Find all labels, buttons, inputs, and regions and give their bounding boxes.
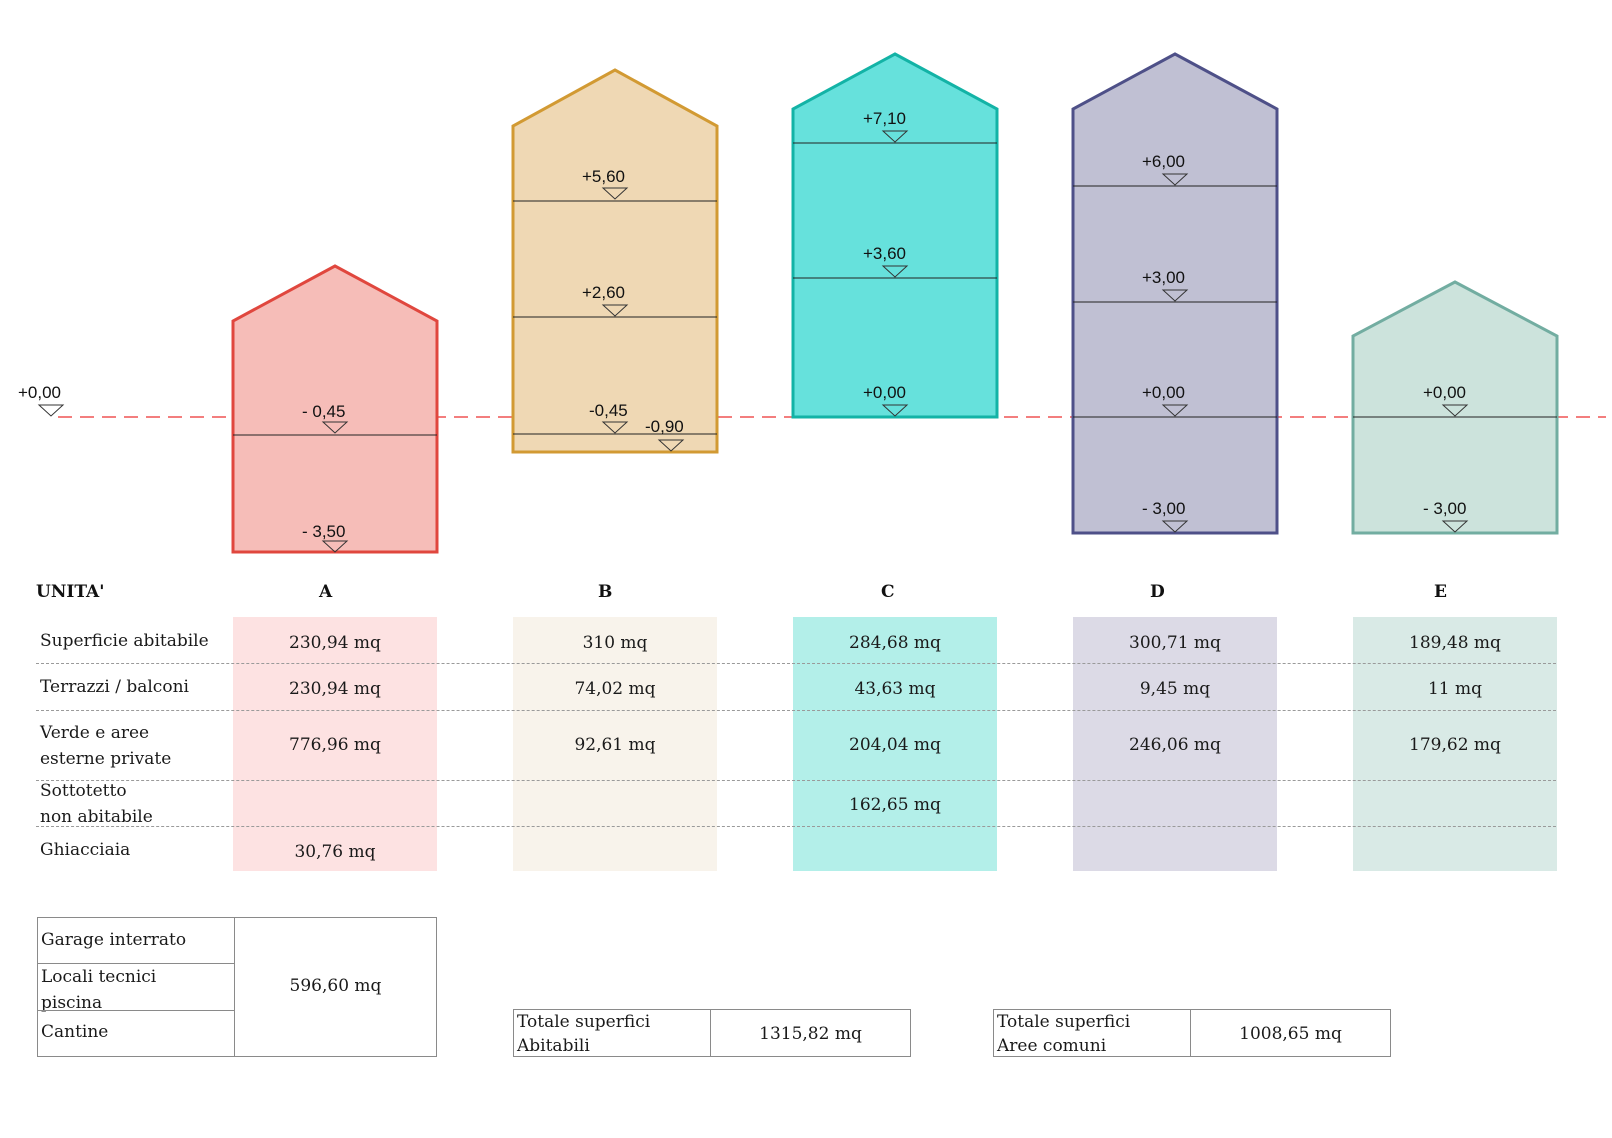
cell-terrazzi-e: 11 mq [1427, 679, 1483, 699]
column-bg-a [233, 617, 437, 871]
unit-e-shape [1351, 280, 1559, 535]
common-areas-table: Garage interrato Locali tecnici piscina … [37, 917, 437, 1057]
total-abitabili-label: Totale superfici Abitabili [517, 1012, 651, 1056]
unit-b-shape [511, 68, 719, 454]
total-comuni-label: Totale superfici Aree comuni [997, 1012, 1131, 1056]
row-label-verde: Verde e aree esterne private [40, 723, 172, 769]
unit-d-shape [1071, 52, 1279, 535]
unit-c-section: +7,10 +3,60 +0,00 [791, 52, 999, 419]
column-header-b: B [598, 582, 613, 602]
unit-b-level-2: +2,60 [582, 283, 629, 317]
svg-text:+3,60: +3,60 [863, 244, 906, 263]
unit-e-level-2: - 3,00 [1423, 499, 1469, 533]
unit-c-level-1: +7,10 [863, 109, 909, 143]
svg-text:+0,00: +0,00 [863, 383, 906, 402]
svg-text:+3,00: +3,00 [1142, 268, 1185, 287]
cell-verde-d: 246,06 mq [1129, 735, 1221, 755]
svg-text:+0,00: +0,00 [1142, 383, 1185, 402]
cell-terrazzi-a: 230,94 mq [289, 679, 381, 699]
cell-verde-a: 776,96 mq [289, 735, 381, 755]
cell-superficie-e: 189,48 mq [1409, 633, 1501, 653]
row-label-ghiacciaia: Ghiacciaia [40, 840, 131, 860]
column-header-c: C [881, 582, 895, 602]
row-separator [36, 710, 1556, 711]
cell-terrazzi-d: 9,45 mq [1139, 679, 1211, 699]
svg-text:- 3,00: - 3,00 [1142, 499, 1185, 518]
unit-d-level-2: +3,00 [1142, 268, 1189, 302]
svg-text:+0,00: +0,00 [1423, 383, 1466, 402]
unit-b-level-1: +5,60 [582, 167, 629, 200]
unit-d-level-1: +6,00 [1142, 152, 1189, 186]
unit-a-level-2: - 3,50 [302, 522, 349, 553]
row-separator [36, 663, 1556, 664]
svg-text:+6,00: +6,00 [1142, 152, 1185, 171]
column-header-a: A [319, 582, 333, 602]
svg-text:-0,90: -0,90 [645, 417, 684, 436]
row-label-sottotetto: Sottotetto non abitabile [40, 781, 153, 827]
svg-text:+5,60: +5,60 [582, 167, 625, 186]
cell-sottotetto-c: 162,65 mq [849, 795, 941, 815]
row-separator [36, 826, 1556, 827]
common-label-cantine: Cantine [41, 1022, 109, 1042]
svg-text:- 3,50: - 3,50 [302, 522, 345, 541]
unit-e-level-1: +0,00 [1423, 383, 1469, 417]
svg-text:- 0,45: - 0,45 [302, 402, 345, 421]
cell-terrazzi-c: 43,63 mq [854, 679, 936, 699]
svg-text:+2,60: +2,60 [582, 283, 625, 302]
unit-a-level-1: - 0,45 [302, 402, 349, 434]
row-label-superficie: Superficie abitabile [40, 631, 209, 651]
unit-e-section: +0,00 - 3,00 [1351, 280, 1559, 535]
unit-a-section: - 0,45 - 3,50 [231, 264, 439, 554]
total-abitabili-box: Totale superfici Abitabili 1315,82 mq [513, 1009, 911, 1057]
common-areas-value: 596,60 mq [289, 976, 382, 996]
datum-marker: +0,00 [18, 383, 65, 417]
column-header-e: E [1434, 582, 1447, 602]
row-separator [36, 780, 1556, 781]
unit-b-level-3: -0,45 [589, 401, 629, 434]
column-bg-b [513, 617, 717, 871]
unit-c-level-3: +0,00 [863, 383, 909, 417]
column-bg-e [1353, 617, 1557, 871]
unit-d-section: +6,00 +3,00 +0,00 - 3,00 [1071, 52, 1279, 535]
total-comuni-value: 1008,65 mq [1239, 1024, 1342, 1044]
svg-text:- 3,00: - 3,00 [1423, 499, 1466, 518]
total-comuni-box: Totale superfici Aree comuni 1008,65 mq [993, 1009, 1391, 1057]
unit-d-level-4: - 3,00 [1142, 499, 1189, 533]
cell-verde-e: 179,62 mq [1409, 735, 1501, 755]
unit-a-shape [231, 264, 439, 554]
datum-label: +0,00 [18, 383, 61, 402]
cell-superficie-b: 310 mq [582, 633, 648, 653]
cell-superficie-c: 284,68 mq [849, 633, 941, 653]
column-bg-c [793, 617, 997, 871]
unit-c-level-2: +3,60 [863, 244, 909, 278]
column-header-d: D [1150, 582, 1165, 602]
unit-b-level-4: -0,90 [645, 417, 685, 452]
unit-d-level-3: +0,00 [1142, 383, 1189, 417]
common-label-locali: Locali tecnici piscina [41, 967, 157, 1013]
common-label-garage: Garage interrato [41, 930, 187, 950]
svg-text:+7,10: +7,10 [863, 109, 906, 128]
cell-verde-c: 204,04 mq [849, 735, 941, 755]
cell-terrazzi-b: 74,02 mq [574, 679, 656, 699]
cell-superficie-d: 300,71 mq [1129, 633, 1221, 653]
svg-text:-0,45: -0,45 [589, 401, 628, 420]
cell-ghiacciaia-a: 30,76 mq [294, 842, 376, 862]
column-bg-d [1073, 617, 1277, 871]
unit-c-shape [791, 52, 999, 419]
cell-superficie-a: 230,94 mq [289, 633, 381, 653]
cell-verde-b: 92,61 mq [574, 735, 656, 755]
table-header-unita: UNITA' [36, 582, 105, 602]
total-abitabili-value: 1315,82 mq [759, 1024, 862, 1044]
unit-b-section: +5,60 +2,60 -0,45 -0,90 [511, 68, 719, 454]
row-label-terrazzi: Terrazzi / balconi [40, 677, 189, 697]
building-sections-diagram: +0,00 - 0,45 - 3,50 +5,60 +2,60 -0,45 [18, 52, 1606, 554]
